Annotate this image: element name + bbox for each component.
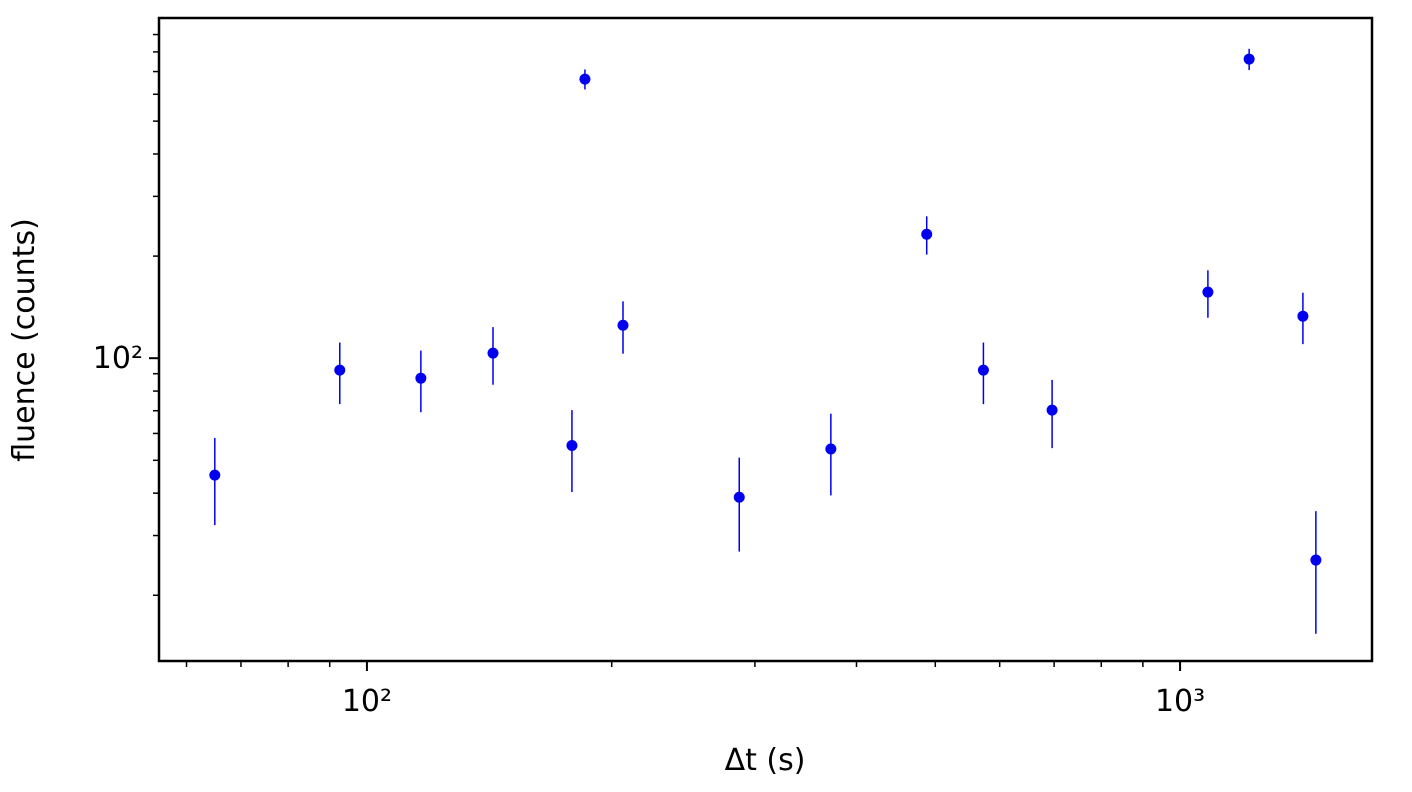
point xyxy=(825,443,837,455)
x-tick-label: 10² xyxy=(342,684,392,719)
point xyxy=(415,372,427,384)
point xyxy=(921,228,933,240)
point xyxy=(579,73,591,85)
y-tick-label: 10² xyxy=(93,341,143,376)
point xyxy=(733,491,745,503)
point xyxy=(487,347,499,359)
point xyxy=(566,439,578,451)
plot-frame xyxy=(157,16,1374,663)
y-axis-label: fluence (counts) xyxy=(7,218,42,462)
x-tick-label: 10³ xyxy=(1155,684,1205,719)
point xyxy=(1297,310,1309,322)
point xyxy=(1243,53,1255,65)
point xyxy=(1202,286,1214,298)
point xyxy=(1046,404,1058,416)
point xyxy=(977,364,989,376)
point xyxy=(334,364,346,376)
point xyxy=(617,319,629,331)
x-axis-label: Δt (s) xyxy=(725,743,806,778)
point xyxy=(1310,554,1322,566)
point xyxy=(209,469,221,481)
